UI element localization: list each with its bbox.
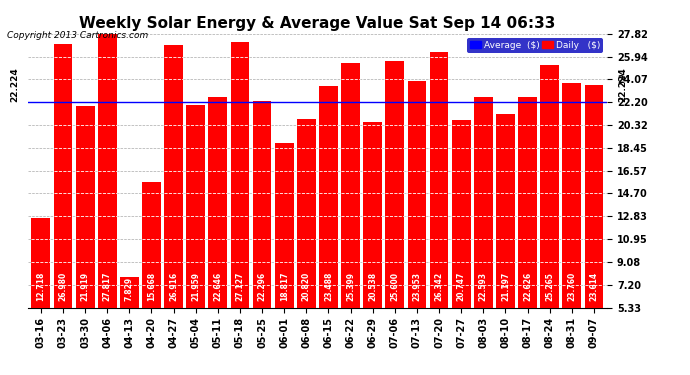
Bar	[275, 143, 294, 372]
Text: 20.820: 20.820	[302, 272, 310, 302]
Bar	[54, 44, 72, 372]
Text: 22.224: 22.224	[10, 67, 19, 102]
Bar	[341, 63, 360, 372]
Bar	[518, 97, 537, 372]
Text: 27.817: 27.817	[103, 272, 112, 302]
Text: 22.646: 22.646	[213, 272, 222, 302]
Bar	[562, 83, 581, 372]
Bar	[430, 52, 448, 372]
Text: 21.197: 21.197	[501, 272, 510, 302]
Text: 27.127: 27.127	[235, 272, 244, 302]
Text: 21.919: 21.919	[81, 272, 90, 302]
Text: 21.959: 21.959	[191, 272, 200, 302]
Text: 25.600: 25.600	[391, 272, 400, 302]
Bar	[297, 119, 316, 372]
Text: 18.817: 18.817	[279, 272, 288, 302]
Bar	[540, 65, 559, 372]
Bar	[386, 61, 404, 372]
Text: 22.626: 22.626	[523, 272, 532, 302]
Text: 23.488: 23.488	[324, 272, 333, 302]
Bar	[230, 42, 249, 372]
Bar	[253, 101, 271, 372]
Bar	[142, 182, 161, 372]
Text: 25.399: 25.399	[346, 272, 355, 302]
Bar	[120, 277, 139, 372]
Text: 26.342: 26.342	[435, 272, 444, 302]
Text: 22.296: 22.296	[257, 272, 266, 302]
Bar	[452, 120, 471, 372]
Text: 7.829: 7.829	[125, 277, 134, 302]
Text: 22.593: 22.593	[479, 272, 488, 302]
Text: 20.747: 20.747	[457, 272, 466, 302]
Text: 22.224: 22.224	[618, 67, 627, 102]
Title: Weekly Solar Energy & Average Value Sat Sep 14 06:33: Weekly Solar Energy & Average Value Sat …	[79, 16, 555, 31]
Text: 26.916: 26.916	[169, 272, 178, 302]
Bar	[32, 217, 50, 372]
Bar	[76, 106, 95, 372]
Bar	[584, 85, 603, 372]
Bar	[98, 34, 117, 372]
Text: 23.953: 23.953	[413, 272, 422, 302]
Bar	[474, 98, 493, 372]
Text: 15.668: 15.668	[147, 272, 156, 302]
Text: 12.718: 12.718	[37, 272, 46, 302]
Bar	[364, 122, 382, 372]
Legend: Average  ($), Daily   ($): Average ($), Daily ($)	[467, 38, 602, 53]
Bar	[186, 105, 205, 372]
Text: Copyright 2013 Cartronics.com: Copyright 2013 Cartronics.com	[7, 30, 148, 39]
Bar	[208, 97, 227, 372]
Bar	[496, 114, 515, 372]
Text: 20.538: 20.538	[368, 272, 377, 302]
Text: 26.980: 26.980	[59, 272, 68, 302]
Bar	[164, 45, 183, 372]
Text: 25.265: 25.265	[545, 273, 554, 302]
Text: 23.760: 23.760	[567, 272, 576, 302]
Bar	[319, 87, 338, 372]
Bar	[408, 81, 426, 372]
Text: 23.614: 23.614	[589, 272, 598, 302]
